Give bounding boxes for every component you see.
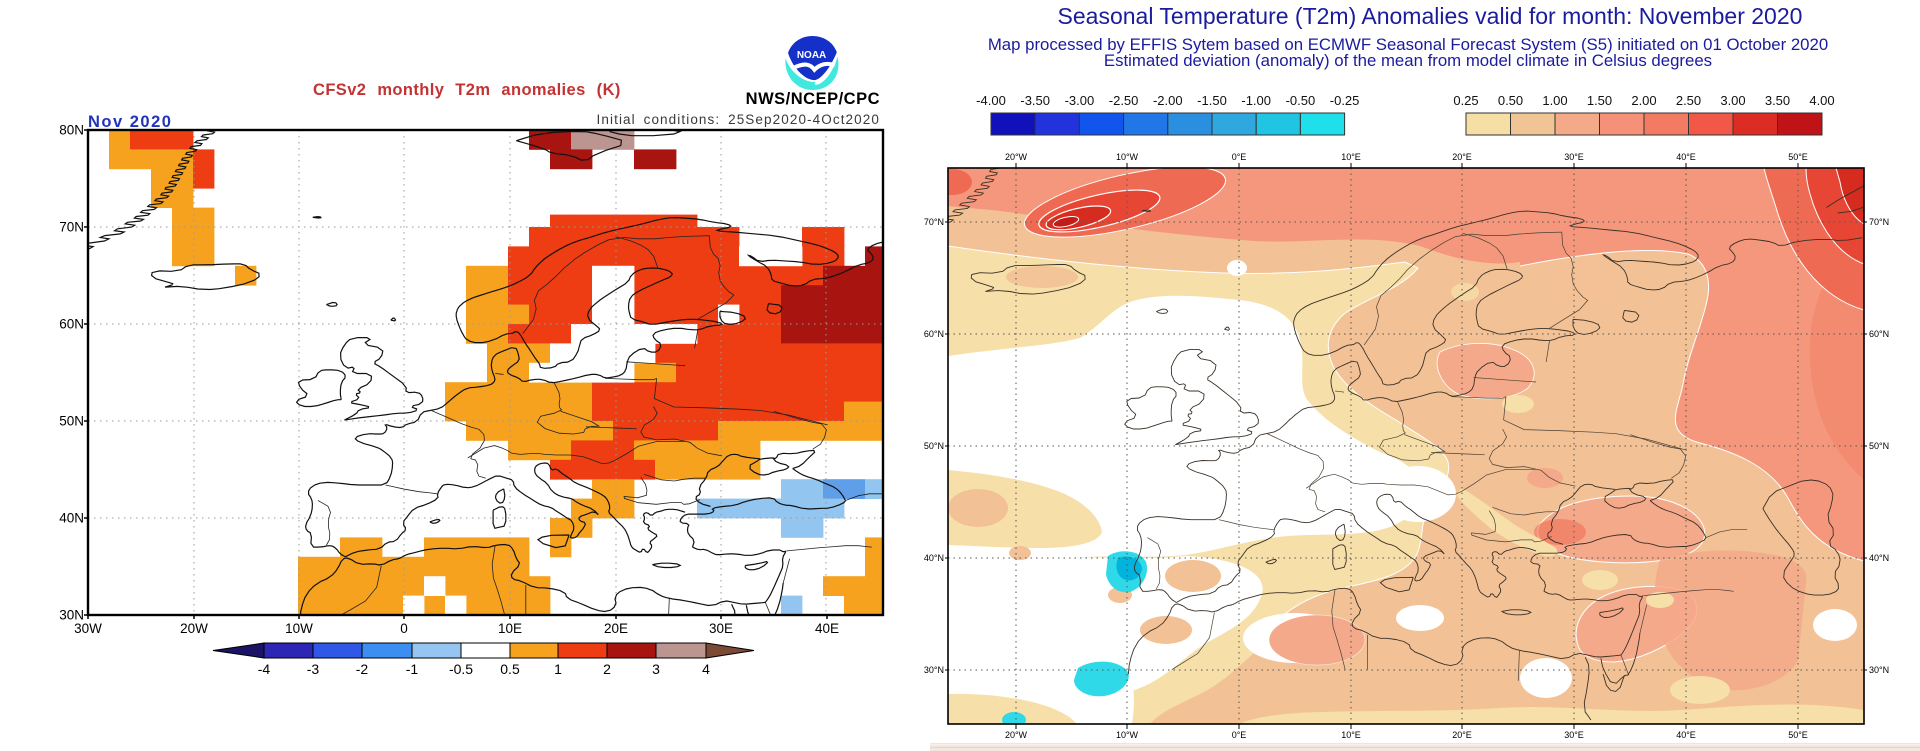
svg-text:-3: -3 (307, 661, 320, 677)
svg-text:-0.50: -0.50 (1286, 93, 1316, 108)
svg-text:10W: 10W (285, 621, 313, 636)
svg-text:Estimated deviation (anomaly): Estimated deviation (anomaly) of the mea… (1104, 51, 1712, 70)
svg-text:Initial conditions: 25Sep2020-: Initial conditions: 25Sep2020-4Oct2020 (597, 112, 880, 127)
svg-text:80N: 80N (59, 123, 84, 138)
svg-text:10E: 10E (498, 621, 522, 636)
svg-text:2: 2 (603, 661, 611, 677)
svg-text:4.00: 4.00 (1809, 93, 1834, 108)
svg-text:30W: 30W (74, 621, 102, 636)
svg-text:10°W: 10°W (1116, 730, 1139, 740)
svg-text:-3.50: -3.50 (1020, 93, 1050, 108)
svg-text:3.50: 3.50 (1765, 93, 1790, 108)
svg-text:NWS/NCEP/CPC: NWS/NCEP/CPC (746, 90, 880, 108)
svg-text:60°N: 60°N (1869, 329, 1889, 339)
svg-text:Seasonal Temperature (T2m) Ano: Seasonal Temperature (T2m) Anomalies val… (1058, 3, 1803, 29)
svg-text:30N: 30N (59, 608, 84, 623)
svg-text:NOAA: NOAA (797, 50, 826, 61)
svg-text:-4: -4 (258, 661, 271, 677)
svg-text:60°N: 60°N (924, 329, 944, 339)
svg-text:3.00: 3.00 (1720, 93, 1745, 108)
svg-text:CFSv2 monthly T2m anomalies (K: CFSv2 monthly T2m anomalies (K) (313, 81, 621, 99)
svg-text:-4.00: -4.00 (976, 93, 1006, 108)
svg-text:3: 3 (652, 661, 660, 677)
svg-text:1.00: 1.00 (1542, 93, 1567, 108)
svg-text:70N: 70N (59, 220, 84, 235)
svg-text:Map processed by EFFIS Sytem b: Map processed by EFFIS Sytem based on EC… (988, 35, 1828, 54)
svg-text:40°E: 40°E (1676, 730, 1696, 740)
svg-text:4: 4 (702, 661, 710, 677)
svg-text:70°N: 70°N (1869, 217, 1889, 227)
svg-text:20°W: 20°W (1005, 152, 1028, 162)
svg-text:-1.00: -1.00 (1241, 93, 1271, 108)
svg-text:40°N: 40°N (924, 553, 944, 563)
svg-text:0.25: 0.25 (1453, 93, 1478, 108)
svg-text:30E: 30E (709, 621, 733, 636)
svg-text:10°E: 10°E (1341, 152, 1361, 162)
svg-text:60N: 60N (59, 317, 84, 332)
svg-text:40N: 40N (59, 511, 84, 526)
svg-text:20°E: 20°E (1452, 730, 1472, 740)
svg-text:-2.00: -2.00 (1153, 93, 1183, 108)
svg-text:0°E: 0°E (1232, 152, 1247, 162)
svg-text:-0.25: -0.25 (1330, 93, 1360, 108)
svg-text:0.50: 0.50 (1498, 93, 1523, 108)
svg-text:Nov 2020: Nov 2020 (88, 113, 172, 131)
svg-text:10°E: 10°E (1341, 730, 1361, 740)
svg-text:50°N: 50°N (924, 441, 944, 451)
svg-text:70°N: 70°N (924, 217, 944, 227)
svg-text:40E: 40E (815, 621, 839, 636)
svg-text:20°W: 20°W (1005, 730, 1028, 740)
svg-text:50°E: 50°E (1788, 730, 1808, 740)
svg-text:0: 0 (400, 621, 408, 636)
svg-text:-1: -1 (406, 661, 419, 677)
svg-text:10°W: 10°W (1116, 152, 1139, 162)
svg-text:30°E: 30°E (1564, 730, 1584, 740)
svg-text:30°N: 30°N (1869, 665, 1889, 675)
svg-text:40°N: 40°N (1869, 553, 1889, 563)
svg-text:40°E: 40°E (1676, 152, 1696, 162)
svg-text:1.50: 1.50 (1587, 93, 1612, 108)
svg-text:0.5: 0.5 (500, 661, 520, 677)
svg-text:2.50: 2.50 (1676, 93, 1701, 108)
svg-text:-2: -2 (356, 661, 369, 677)
svg-text:0°E: 0°E (1232, 730, 1247, 740)
svg-text:2.00: 2.00 (1631, 93, 1656, 108)
svg-text:50°N: 50°N (1869, 441, 1889, 451)
svg-text:-3.00: -3.00 (1065, 93, 1095, 108)
svg-text:50N: 50N (59, 414, 84, 429)
svg-text:30°E: 30°E (1564, 152, 1584, 162)
svg-text:20E: 20E (604, 621, 628, 636)
svg-text:30°N: 30°N (924, 665, 944, 675)
svg-text:1: 1 (554, 661, 562, 677)
svg-text:20W: 20W (180, 621, 208, 636)
svg-text:20°E: 20°E (1452, 152, 1472, 162)
svg-text:50°E: 50°E (1788, 152, 1808, 162)
svg-text:-2.50: -2.50 (1109, 93, 1139, 108)
svg-text:-1.50: -1.50 (1197, 93, 1227, 108)
svg-text:-0.5: -0.5 (449, 661, 473, 677)
